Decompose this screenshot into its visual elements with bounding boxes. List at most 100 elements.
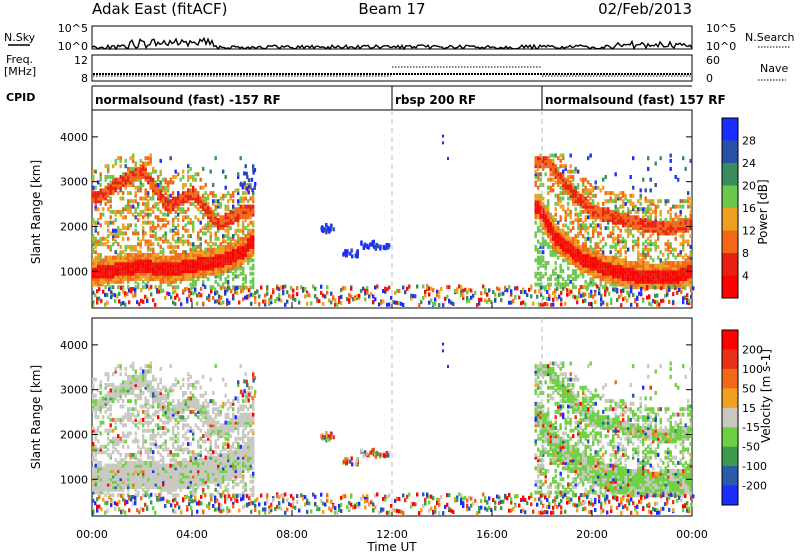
velocity-cell bbox=[149, 436, 152, 441]
power-cell bbox=[199, 250, 202, 255]
power-cell bbox=[329, 227, 332, 232]
power-cell bbox=[97, 191, 100, 196]
velocity-cell bbox=[174, 423, 177, 428]
power-cell bbox=[542, 250, 545, 255]
power-cell bbox=[229, 220, 232, 225]
power-cell bbox=[689, 282, 692, 287]
power-cell bbox=[244, 250, 247, 255]
power-cell bbox=[662, 263, 665, 268]
power-cell bbox=[682, 204, 685, 209]
power-cell bbox=[144, 269, 147, 274]
power-cell bbox=[404, 290, 407, 295]
power-cell bbox=[587, 261, 590, 265]
power-cell bbox=[559, 236, 562, 241]
power-cell bbox=[144, 172, 147, 177]
power-cell bbox=[594, 218, 597, 222]
power-cell bbox=[522, 287, 525, 292]
power-cell bbox=[450, 300, 453, 305]
power-cell bbox=[112, 228, 115, 233]
power-cell bbox=[202, 255, 205, 260]
power-cell bbox=[217, 250, 220, 255]
power-cell bbox=[94, 207, 97, 212]
velocity-cell bbox=[119, 417, 122, 422]
velocity-cell bbox=[152, 374, 155, 379]
power-cell bbox=[107, 191, 110, 196]
velocity-cell bbox=[119, 391, 122, 395]
power-cell bbox=[559, 180, 562, 185]
power-cell bbox=[217, 218, 220, 222]
power-cell bbox=[207, 196, 210, 201]
velocity-cell bbox=[169, 412, 172, 417]
power-cell bbox=[629, 218, 632, 222]
power-cell bbox=[224, 239, 227, 244]
power-cell bbox=[174, 239, 177, 244]
power-cell bbox=[158, 289, 161, 294]
power-cell bbox=[162, 247, 165, 252]
velocity-cell bbox=[114, 458, 117, 463]
power-cell bbox=[239, 244, 242, 249]
power-cell bbox=[637, 250, 640, 255]
power-cell bbox=[684, 279, 687, 284]
power-cell bbox=[642, 266, 645, 271]
power-cell bbox=[114, 177, 117, 182]
velocity-cell bbox=[97, 471, 100, 476]
power-cell bbox=[632, 204, 635, 209]
velocity-cell bbox=[137, 493, 140, 498]
velocity-cell bbox=[142, 391, 145, 395]
power-cell bbox=[629, 261, 632, 265]
power-cell bbox=[572, 220, 575, 225]
velocity-cell bbox=[94, 485, 97, 490]
power-cell bbox=[252, 244, 255, 249]
power-cell bbox=[152, 271, 155, 276]
power-cell bbox=[637, 226, 640, 231]
power-cell bbox=[112, 185, 115, 190]
velocity-cell bbox=[99, 401, 102, 406]
power-cell bbox=[162, 188, 165, 193]
power-cell bbox=[164, 236, 167, 241]
power-cell bbox=[619, 212, 622, 217]
power-cell bbox=[102, 212, 105, 217]
power-cell bbox=[241, 185, 244, 190]
power-cell bbox=[619, 250, 622, 255]
power-cell bbox=[567, 247, 570, 252]
velocity-cell bbox=[159, 463, 162, 468]
velocity-cell bbox=[187, 404, 190, 409]
velocity-cell bbox=[139, 474, 142, 479]
power-cell bbox=[217, 220, 220, 225]
power-cell bbox=[139, 244, 142, 249]
power-cell bbox=[542, 295, 545, 300]
power-cell bbox=[622, 236, 625, 241]
power-cell bbox=[649, 207, 652, 212]
power-cell bbox=[659, 277, 662, 282]
power-cell bbox=[137, 277, 140, 282]
velocity-cell bbox=[99, 485, 102, 490]
velocity-cell bbox=[102, 477, 105, 482]
power-cell bbox=[614, 244, 617, 249]
power-cell bbox=[139, 183, 142, 187]
power-cell bbox=[664, 274, 667, 279]
velocity-cell bbox=[127, 466, 130, 471]
velocity-cell bbox=[94, 487, 97, 492]
power-cell bbox=[222, 236, 225, 241]
power-cell bbox=[92, 261, 95, 265]
power-cell bbox=[627, 212, 630, 217]
power-cell bbox=[247, 190, 250, 195]
power-cell bbox=[567, 175, 570, 179]
power-cell bbox=[137, 185, 140, 190]
power-cell bbox=[94, 239, 97, 244]
power-cell bbox=[592, 294, 595, 299]
power-cell bbox=[549, 188, 552, 193]
power-cell bbox=[614, 218, 617, 222]
velocity-cell bbox=[167, 417, 170, 422]
power-cell bbox=[602, 274, 605, 279]
power-cell bbox=[560, 302, 563, 307]
power-cell bbox=[674, 228, 677, 233]
velocity-cell bbox=[152, 463, 155, 468]
velocity-cell bbox=[152, 391, 155, 395]
power-cell bbox=[209, 231, 212, 236]
velocity-cell bbox=[117, 391, 120, 395]
power-cell bbox=[604, 209, 607, 214]
power-cell bbox=[109, 269, 112, 274]
velocity-cell bbox=[162, 447, 165, 452]
power-cell bbox=[107, 185, 110, 190]
